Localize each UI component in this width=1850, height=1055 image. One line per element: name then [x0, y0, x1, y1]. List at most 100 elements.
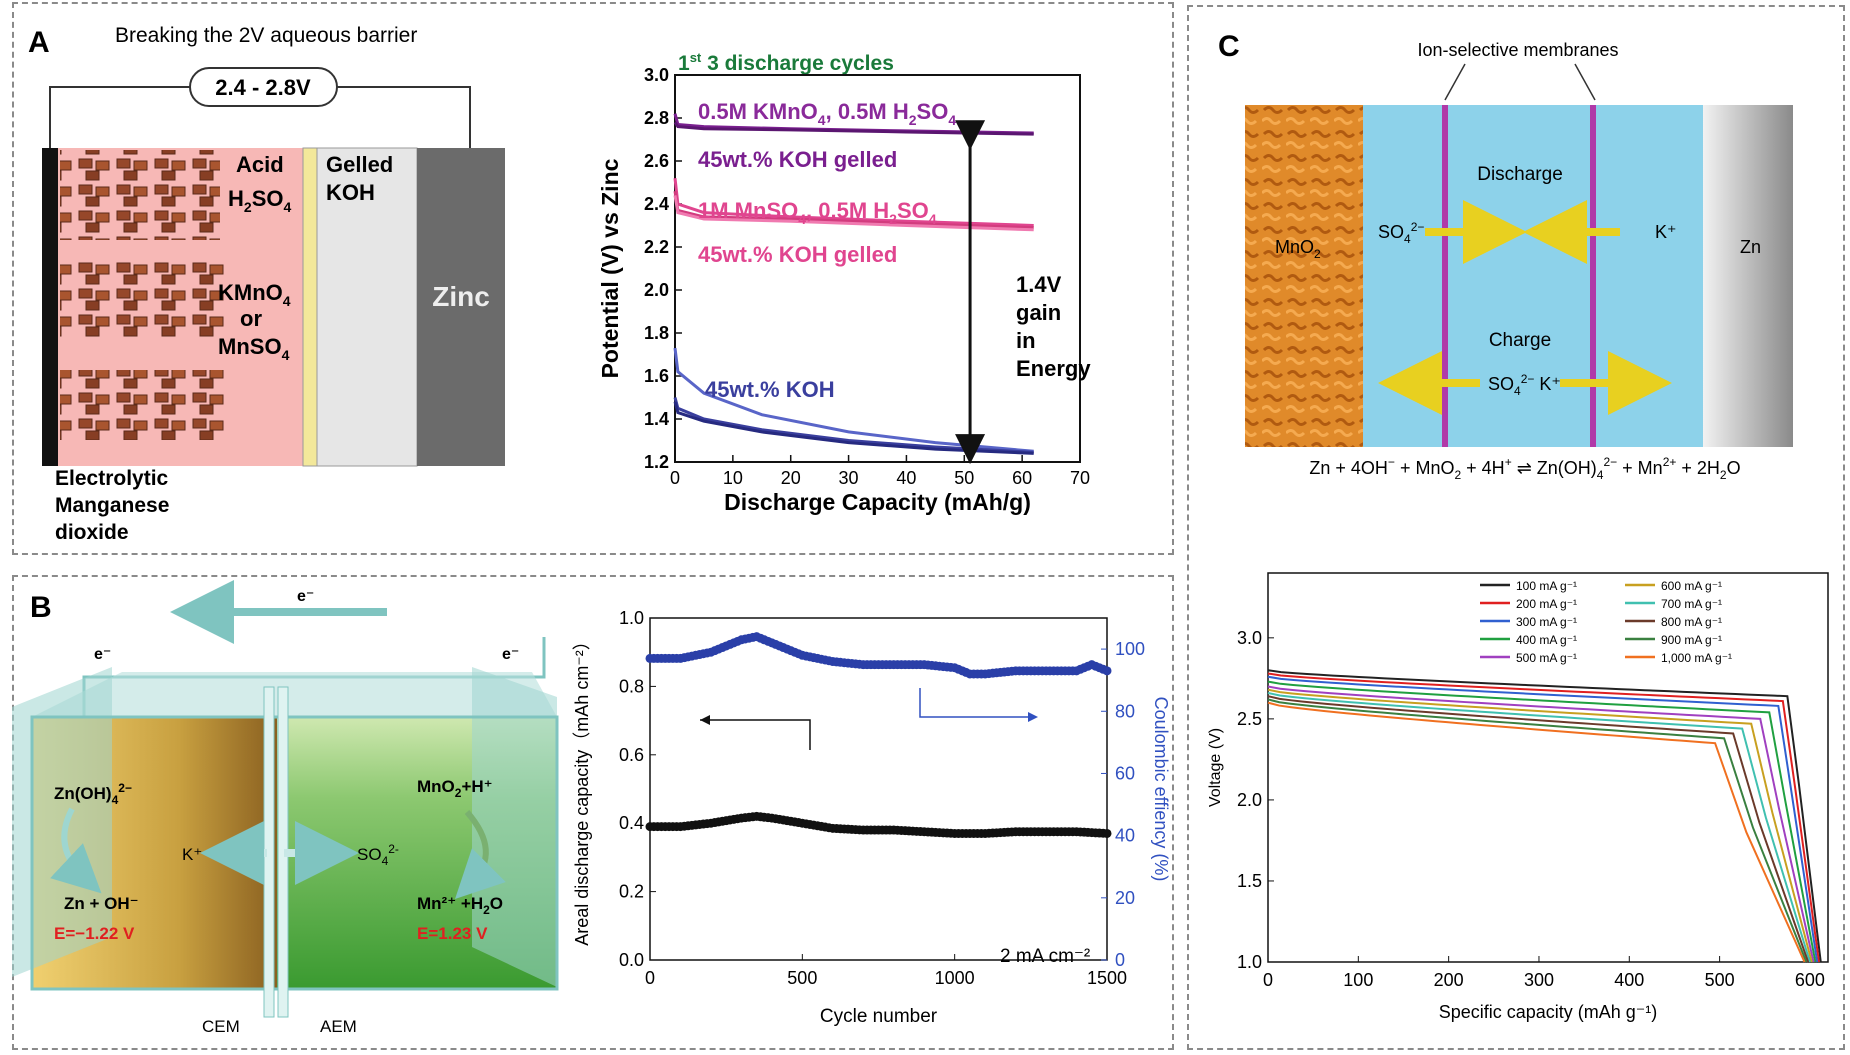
- y-tick-label: 0.2: [619, 882, 644, 902]
- y-tick-label: 1.8: [644, 323, 669, 343]
- voltage-label: 2.4 - 2.8V: [215, 75, 311, 100]
- x-tick-label: 600: [1795, 970, 1825, 990]
- emd-label-3: dioxide: [55, 521, 129, 544]
- panel-a-title: Breaking the 2V aqueous barrier: [115, 24, 417, 47]
- right-species-top: MnO2+H⁺: [417, 777, 493, 800]
- y-tick-label: 0.4: [619, 813, 644, 833]
- tank-right-wall: [472, 667, 557, 987]
- mno2-electrode: [1245, 105, 1363, 447]
- legend-label: 1,000 mA g⁻¹: [1661, 651, 1732, 665]
- efficiency-axis-arrowhead: [1028, 712, 1038, 722]
- x-tick-label: 0: [670, 468, 680, 488]
- x-tick-label: 200: [1434, 970, 1464, 990]
- y-tick-label: 0.0: [619, 950, 644, 970]
- panel-b-schematic: B e⁻ e⁻ e⁻ Zn(OH)42− Zn + OH⁻ E=−1.22 V …: [12, 580, 559, 1036]
- legend-label: 200 mA g⁻¹: [1516, 597, 1577, 611]
- annot-gelled-2: 45wt.% KOH gelled: [698, 242, 897, 267]
- y-tick-label: 2.0: [644, 280, 669, 300]
- voltage-curve: [1267, 685, 1815, 963]
- electron-label-top: e⁻: [297, 588, 314, 605]
- chart-b-frame: [649, 617, 1108, 961]
- charge-ions-label: SO42− K⁺: [1488, 372, 1561, 398]
- chart-a-title: 1st 3 discharge cycles: [678, 50, 894, 75]
- x-tick-label: 70: [1070, 468, 1090, 488]
- annot-mnso4: 1M MnSO4, 0.5M H2SO4: [698, 198, 937, 227]
- annot-gain-1: 1.4V: [1016, 272, 1062, 297]
- aem-label: AEM: [320, 1017, 357, 1036]
- k-ion-label: K⁺: [182, 845, 202, 864]
- right-potential: E=1.23 V: [417, 924, 488, 943]
- legend-label: 600 mA g⁻¹: [1661, 579, 1722, 593]
- annot-gelled-1: 45wt.% KOH gelled: [698, 147, 897, 172]
- gelled-label: Gelled: [326, 152, 393, 177]
- x-tick-label: 20: [781, 468, 801, 488]
- x-tick-label: 60: [1012, 468, 1032, 488]
- x-tick-label: 500: [1705, 970, 1735, 990]
- left-potential: E=−1.22 V: [54, 924, 135, 943]
- annot-gain-4: Energy: [1016, 356, 1091, 381]
- membranes-label: Ion-selective membranes: [1417, 40, 1618, 60]
- zn-electrode: [1703, 105, 1793, 447]
- x-tick-label: 0: [1263, 970, 1273, 990]
- capacity-axis-arrowhead: [700, 715, 710, 725]
- charge-label: Charge: [1489, 330, 1551, 351]
- y-axis-label: Areal discharge capacity（mAh cm⁻²）: [572, 632, 592, 946]
- emd-label-1: Electrolytic: [55, 467, 169, 490]
- legend-label: 900 mA g⁻¹: [1661, 633, 1722, 647]
- y-tick-label: 2.5: [1237, 709, 1262, 729]
- y2-axis-label: Coulombic effiency (%): [1151, 697, 1171, 882]
- y2-tick-label: 20: [1115, 888, 1135, 908]
- x-tick-label: 100: [1343, 970, 1373, 990]
- voltage-curve: [1267, 701, 1806, 963]
- x-axis-label: Specific capacity (mAh g⁻¹): [1439, 1002, 1658, 1022]
- y-tick-label: 1.4: [644, 409, 669, 429]
- x-tick-label: 1000: [935, 968, 975, 988]
- panel-a-schematic: A Breaking the 2V aqueous barrier 2.4 - …: [28, 24, 505, 544]
- voltage-curve: [1267, 680, 1817, 963]
- x-tick-label: 1500: [1087, 968, 1127, 988]
- chart-a: 1st 3 discharge cycles 0 10 20 30 40 50 60 70 1.…: [597, 50, 1091, 515]
- discharge-curve: [673, 401, 1034, 455]
- y-tick-label: 0.8: [619, 676, 644, 696]
- y2-tick-label: 0: [1115, 950, 1125, 970]
- circuit-wire-right: [337, 86, 471, 150]
- x-axis-label: Cycle number: [820, 1006, 938, 1027]
- voltage-curve: [1267, 688, 1813, 963]
- tank-back: [32, 672, 557, 717]
- left-species-bottom: Zn + OH⁻: [64, 894, 139, 913]
- y-tick-label: 1.0: [1237, 952, 1262, 972]
- koh-label: KOH: [326, 180, 375, 205]
- acid-label: Acid: [236, 152, 284, 177]
- x-tick-label: 40: [896, 468, 916, 488]
- y-tick-label: 3.0: [1237, 628, 1262, 648]
- so4-discharge-label: SO42−: [1378, 220, 1424, 246]
- discharge-label: Discharge: [1477, 164, 1563, 185]
- chart-a-frame: [674, 74, 1081, 463]
- chart-b-annotation: 2 mA cm⁻²: [1000, 946, 1090, 967]
- reaction-equation: Zn + 4OH− + MnO2 + 4H+ ⇌ Zn(OH)42− + Mn2…: [1309, 455, 1740, 482]
- y-tick-label: 0.6: [619, 745, 644, 765]
- y-tick-label: 1.0: [619, 608, 644, 628]
- zinc-electrode: [417, 148, 505, 466]
- voltage-curve: [1267, 675, 1819, 963]
- emd-label-2: Manganese: [55, 494, 169, 517]
- emd-electrode: [42, 148, 58, 466]
- x-tick-label: 500: [787, 968, 817, 988]
- discharge-curve: [673, 121, 1034, 136]
- efficiency-point: [1102, 666, 1112, 676]
- y-tick-label: 2.2: [644, 237, 669, 257]
- voltage-curve: [1267, 669, 1822, 963]
- y-tick-label: 2.4: [644, 194, 669, 214]
- efficiency-axis-arrow: [919, 688, 1036, 718]
- y-tick-label: 2.0: [1237, 790, 1262, 810]
- legend-label: 100 mA g⁻¹: [1516, 579, 1577, 593]
- annot-koh: 45wt.% KOH: [705, 377, 835, 402]
- acid-formula: H2SO4: [228, 186, 291, 215]
- capacity-axis-arrow: [700, 719, 811, 750]
- tank-front-frame: [30, 715, 559, 991]
- panel-c-schematic: C Ion-selective membranes MnO2 Zn Discha…: [1218, 30, 1793, 482]
- x-tick-label: 30: [839, 468, 859, 488]
- annot-gain-3: in: [1016, 328, 1036, 353]
- y-tick-label: 1.2: [644, 452, 669, 472]
- so4-ion-label: SO42-: [357, 842, 399, 868]
